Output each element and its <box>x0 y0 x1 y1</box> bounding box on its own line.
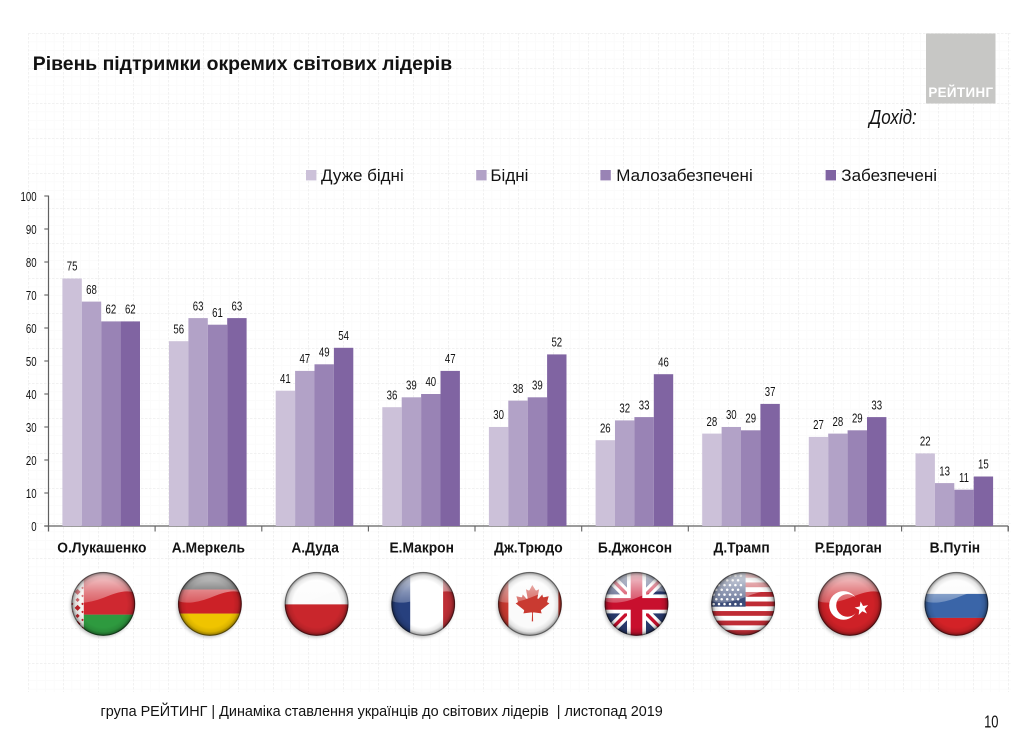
svg-text:РЕЙТИНГ: РЕЙТИНГ <box>928 85 993 100</box>
svg-text:38: 38 <box>513 383 524 397</box>
svg-text:Е.Макрон: Е.Макрон <box>389 540 453 557</box>
svg-text:Малозабезпечені: Малозабезпечені <box>616 166 752 185</box>
svg-text:60: 60 <box>26 323 37 337</box>
svg-text:46: 46 <box>658 356 669 370</box>
svg-text:32: 32 <box>619 402 630 416</box>
svg-text:40: 40 <box>26 389 37 403</box>
svg-text:68: 68 <box>86 284 97 298</box>
svg-text:0: 0 <box>31 521 36 535</box>
svg-text:15: 15 <box>978 458 989 472</box>
svg-text:100: 100 <box>21 191 37 205</box>
svg-text:41: 41 <box>280 373 291 387</box>
svg-text:29: 29 <box>745 412 756 426</box>
svg-text:Дохід:: Дохід: <box>867 106 916 129</box>
svg-text:Бідні: Бідні <box>490 166 528 185</box>
svg-text:62: 62 <box>106 303 117 317</box>
svg-text:10: 10 <box>984 713 999 732</box>
svg-text:39: 39 <box>532 379 543 393</box>
svg-text:28: 28 <box>707 416 718 430</box>
svg-text:Дуже бідні: Дуже бідні <box>321 166 404 185</box>
svg-text:О.Лукашенко: О.Лукашенко <box>57 540 146 557</box>
svg-text:80: 80 <box>26 257 37 271</box>
svg-text:А.Меркель: А.Меркель <box>172 540 245 557</box>
svg-text:54: 54 <box>338 330 349 344</box>
svg-text:В.Путін: В.Путін <box>930 540 980 557</box>
svg-text:70: 70 <box>26 290 37 304</box>
svg-text:62: 62 <box>125 303 136 317</box>
svg-text:63: 63 <box>193 300 204 314</box>
svg-text:75: 75 <box>67 260 78 274</box>
svg-text:Р.Ердоган: Р.Ердоган <box>815 540 882 557</box>
svg-text:49: 49 <box>319 346 330 360</box>
svg-text:47: 47 <box>445 353 456 367</box>
svg-text:28: 28 <box>833 416 844 430</box>
svg-text:30: 30 <box>726 409 737 423</box>
svg-text:13: 13 <box>939 465 950 479</box>
svg-text:27: 27 <box>813 419 824 433</box>
svg-text:А.Дуда: А.Дуда <box>291 540 339 557</box>
svg-text:30: 30 <box>26 422 37 436</box>
svg-text:26: 26 <box>600 422 611 436</box>
svg-text:47: 47 <box>299 353 310 367</box>
svg-text:10: 10 <box>26 488 37 502</box>
svg-text:61: 61 <box>212 307 223 321</box>
svg-text:33: 33 <box>639 399 650 413</box>
svg-text:90: 90 <box>26 224 37 238</box>
svg-text:30: 30 <box>493 409 504 423</box>
svg-text:Дж.Трюдо: Дж.Трюдо <box>494 540 563 557</box>
svg-text:група РЕЙТИНГ | Динаміка ставл: група РЕЙТИНГ | Динаміка ставлення украї… <box>101 702 663 720</box>
svg-text:36: 36 <box>387 389 398 403</box>
svg-text:22: 22 <box>920 435 931 449</box>
svg-text:39: 39 <box>406 379 417 393</box>
svg-text:33: 33 <box>871 399 882 413</box>
svg-text:63: 63 <box>232 300 243 314</box>
svg-text:Б.Джонсон: Б.Джонсон <box>598 540 672 557</box>
svg-text:56: 56 <box>173 323 184 337</box>
svg-text:20: 20 <box>26 455 37 469</box>
svg-text:50: 50 <box>26 356 37 370</box>
svg-text:29: 29 <box>852 412 863 426</box>
svg-text:37: 37 <box>765 386 776 400</box>
svg-text:40: 40 <box>425 376 436 390</box>
svg-text:Д.Трамп: Д.Трамп <box>714 540 770 557</box>
svg-text:52: 52 <box>551 336 562 350</box>
svg-text:Забезпечені: Забезпечені <box>841 166 937 185</box>
svg-text:11: 11 <box>959 472 969 486</box>
svg-text:Рівень підтримки окремих світо: Рівень підтримки окремих світових лідері… <box>33 53 452 75</box>
